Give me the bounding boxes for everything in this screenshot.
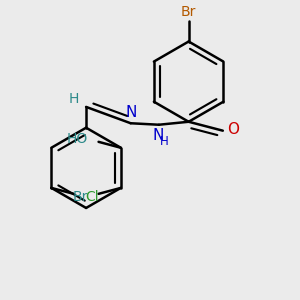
Text: O: O (227, 122, 239, 137)
Text: Br: Br (73, 190, 88, 204)
Text: Cl: Cl (85, 190, 99, 204)
Text: H: H (68, 92, 79, 106)
Text: HO: HO (67, 132, 88, 146)
Text: H: H (160, 135, 169, 148)
Text: N: N (153, 128, 164, 142)
Text: N: N (126, 105, 137, 120)
Text: Br: Br (181, 5, 196, 19)
